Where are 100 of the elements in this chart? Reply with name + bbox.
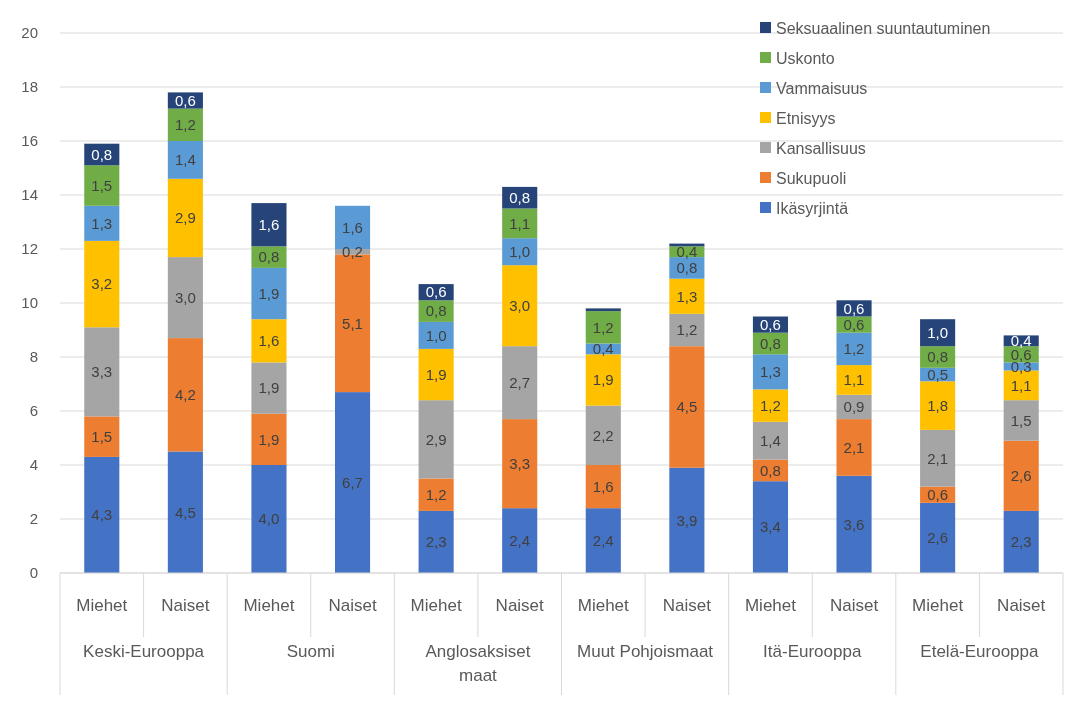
bar <box>251 465 287 573</box>
bar <box>84 165 120 206</box>
data-label: 1,3 <box>676 287 698 305</box>
bar <box>167 178 203 258</box>
data-label: 1,2 <box>592 318 614 336</box>
data-label: 6,7 <box>342 473 363 491</box>
bar <box>836 332 872 366</box>
data-label: 1,6 <box>258 332 280 350</box>
bar <box>418 400 454 479</box>
y-tick-label: 12 <box>21 240 38 258</box>
legend-label: Sukupuoli <box>776 169 847 187</box>
bar <box>418 348 454 401</box>
data-label: 1,6 <box>592 477 614 495</box>
data-label: 1,0 <box>927 323 949 341</box>
data-label: 1,5 <box>1010 411 1032 429</box>
bar <box>167 451 203 573</box>
bar <box>920 319 956 347</box>
bar <box>167 108 203 141</box>
bar <box>251 362 287 414</box>
data-label: 1,6 <box>258 215 280 233</box>
data-label: 1,1 <box>1010 376 1032 394</box>
bar <box>418 510 454 573</box>
text: Etelä-Eurooppa <box>920 642 1040 661</box>
bar <box>585 308 621 312</box>
x-tick-label: Miehet <box>744 596 797 615</box>
bar <box>502 208 538 239</box>
x-tick-label: Naiset <box>829 596 879 615</box>
data-label: 0,4 <box>592 340 614 358</box>
data-label: 1,9 <box>258 379 280 397</box>
data-label: 2,6 <box>1010 467 1032 485</box>
x-tick-label: Naiset <box>328 596 377 615</box>
bar <box>251 413 287 465</box>
data-label: 2,9 <box>425 430 447 448</box>
data-label: 3,9 <box>676 511 698 529</box>
bar <box>669 346 705 468</box>
bar <box>167 257 203 339</box>
data-label: 0,6 <box>425 283 447 301</box>
bar <box>84 205 120 241</box>
bar <box>1003 440 1039 511</box>
data-label: 2,3 <box>425 533 447 551</box>
data-label: 0,8 <box>509 188 531 206</box>
bar <box>669 278 705 314</box>
bar <box>418 321 454 349</box>
bar <box>502 265 538 347</box>
bar <box>920 429 956 487</box>
data-label: 2,1 <box>927 449 949 467</box>
data-label: 0,6 <box>927 485 949 503</box>
data-label: 2,6 <box>927 529 949 547</box>
data-label: 0,8 <box>676 259 698 277</box>
bar <box>669 313 705 347</box>
bar <box>836 419 872 476</box>
bar <box>84 240 120 328</box>
data-label: 0,8 <box>927 348 949 366</box>
x-tick-label: Miehet <box>410 596 462 615</box>
bar <box>585 354 621 406</box>
data-label: 1,6 <box>342 218 363 236</box>
bar <box>418 478 454 511</box>
data-label: 3,0 <box>174 288 196 306</box>
data-label: 1,8 <box>927 396 949 414</box>
data-label: 1,1 <box>843 371 865 389</box>
legend-label: Ikäsyrjintä <box>776 199 849 217</box>
y-tick-label: 10 <box>21 294 38 312</box>
data-label: 0,6 <box>760 315 781 333</box>
text: Muut Pohjoismaat <box>577 642 714 661</box>
data-label: 1,3 <box>760 363 781 381</box>
x-tick-label: Miehet <box>912 596 964 615</box>
x-tick-label: Miehet <box>243 596 295 615</box>
data-label: 4,2 <box>174 386 196 404</box>
y-tick-label: 0 <box>29 564 38 582</box>
data-label: 0,8 <box>760 334 781 352</box>
bar <box>251 203 287 247</box>
bar <box>752 389 789 422</box>
y-tick-label: 8 <box>29 348 38 366</box>
data-label: 1,5 <box>91 427 113 445</box>
x-tick-label: Naiset <box>662 596 712 615</box>
x-tick-label: Naiset <box>161 596 210 615</box>
bar <box>84 456 120 573</box>
data-label: 0,6 <box>843 315 865 333</box>
bar <box>334 392 371 573</box>
data-label: 2,3 <box>1010 533 1032 551</box>
data-label: 2,7 <box>509 373 531 391</box>
data-label: 1,2 <box>174 116 196 134</box>
data-label: 2,4 <box>509 531 531 549</box>
bar <box>585 465 621 509</box>
data-label: 1,2 <box>843 340 865 358</box>
data-label: 1,0 <box>425 326 447 344</box>
data-label: 5,1 <box>342 314 363 332</box>
y-tick-label: 18 <box>21 78 38 96</box>
bar <box>669 467 705 573</box>
legend-label: Kansallisuus <box>776 139 866 157</box>
x-tick-label: Miehet <box>76 596 128 615</box>
x-tick-label: Naiset <box>997 596 1046 615</box>
data-label: 0,6 <box>174 91 196 109</box>
bar <box>585 405 621 465</box>
data-label: 3,0 <box>509 296 531 314</box>
bar <box>1003 400 1039 441</box>
data-label: 3,2 <box>91 275 113 293</box>
bar <box>251 319 287 363</box>
bar <box>334 205 371 249</box>
bar <box>502 508 538 573</box>
